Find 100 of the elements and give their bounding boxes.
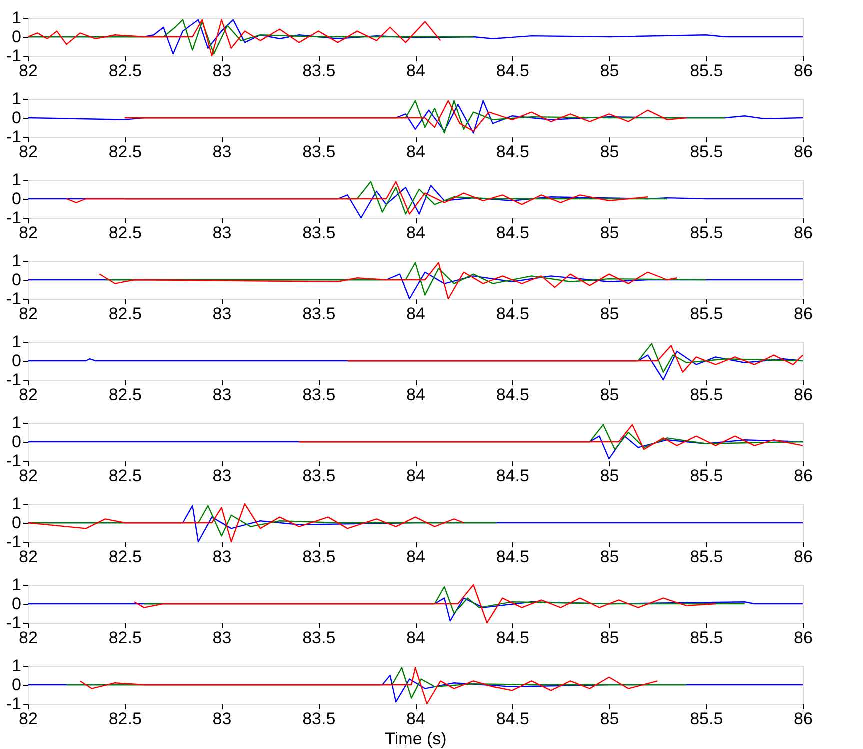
y-tick-label: -1 [6,128,22,146]
x-tick-label: 82 [19,548,38,566]
x-axis-title: Time (s) [385,730,447,748]
x-tick-label: 82 [19,386,38,404]
x-tick-label: 85.5 [690,304,724,324]
x-tick-label: 85.5 [690,224,724,242]
x-tick-label: 86 [794,628,813,648]
x-tick-label: 82.5 [108,62,142,80]
x-tick-label: 85.5 [690,62,724,80]
x-tick-label: 83 [212,548,232,566]
x-tick-label: 86 [794,224,813,242]
x-tick-label: 85 [600,224,620,242]
y-tick-label: 1 [12,332,22,352]
y-tick-label: -1 [6,452,22,470]
x-tick-label: 84.5 [496,62,530,80]
x-tick-label: 83 [212,142,232,162]
x-tick-label: 82.5 [108,628,142,648]
x-tick-label: 82.5 [108,386,142,404]
x-tick-label: 85 [600,548,620,566]
x-tick-label: 83 [212,628,232,648]
x-tick-label: 85.5 [690,386,724,404]
x-tick-label: 84 [406,628,426,648]
x-tick-label: 85.5 [690,142,724,162]
x-tick-label: 85.5 [690,548,724,566]
x-tick-label: 82 [19,710,38,728]
y-tick-label: -1 [6,290,22,308]
y-tick-label: 0 [12,28,22,46]
y-tick-label: 1 [12,252,22,270]
x-tick-label: 85 [600,710,620,728]
x-tick-label: 86 [794,548,813,566]
x-tick-label: 86 [794,466,813,486]
x-tick-label: 85 [600,386,620,404]
x-tick-label: 82 [19,304,38,324]
y-tick-label: 1 [12,90,22,108]
x-tick-label: 82 [19,62,38,80]
y-tick-label: -1 [6,694,22,714]
x-tick-label: 83.5 [302,142,336,162]
x-tick-label: 84 [406,466,426,486]
x-tick-label: 86 [794,304,813,324]
y-tick-label: 0 [12,676,22,694]
x-tick-label: 86 [794,386,813,404]
x-tick-label: 85.5 [690,710,724,728]
x-tick-label: 84 [406,62,426,80]
x-tick-label: 84.5 [496,548,530,566]
x-tick-label: 82.5 [108,710,142,728]
x-tick-label: 83.5 [302,304,336,324]
y-tick-label: -1 [6,46,22,66]
x-tick-label: 84.5 [496,142,530,162]
y-tick-label: 0 [12,514,22,532]
x-tick-label: 85 [600,466,620,486]
x-tick-label: 82 [19,466,38,486]
y-tick-label: 0 [12,432,22,452]
y-tick-label: 1 [12,170,22,190]
x-tick-label: 86 [794,62,813,80]
y-tick-label: 1 [12,8,22,28]
x-tick-label: 82 [19,142,38,162]
x-tick-label: 85 [600,142,620,162]
x-tick-label: 84 [406,142,426,162]
x-tick-label: 82.5 [108,548,142,566]
x-tick-label: 83.5 [302,466,336,486]
x-tick-label: 83.5 [302,386,336,404]
x-tick-label: 84 [406,710,426,728]
y-tick-label: -1 [6,532,22,552]
x-tick-label: 83.5 [302,548,336,566]
y-tick-label: -1 [6,208,22,228]
x-tick-label: 82 [19,224,38,242]
y-tick-label: -1 [6,370,22,390]
y-tick-label: 0 [12,108,22,128]
x-tick-label: 84.5 [496,304,530,324]
x-tick-label: 84.5 [496,224,530,242]
y-tick-label: 1 [12,494,22,514]
x-tick-label: 83 [212,386,232,404]
x-tick-label: 83 [212,466,232,486]
y-tick-label: 1 [12,656,22,676]
x-tick-label: 86 [794,142,813,162]
x-tick-label: 84 [406,224,426,242]
x-tick-label: 85 [600,62,620,80]
x-tick-label: 83 [212,710,232,728]
x-tick-label: 83 [212,62,232,80]
y-tick-label: 0 [12,352,22,370]
x-tick-label: 83.5 [302,628,336,648]
x-tick-label: 85.5 [690,628,724,648]
x-tick-label: 84.5 [496,386,530,404]
y-tick-label: 0 [12,270,22,290]
x-tick-label: 83.5 [302,710,336,728]
x-tick-label: 85.5 [690,466,724,486]
x-tick-label: 82.5 [108,224,142,242]
x-tick-label: 82.5 [108,304,142,324]
y-tick-label: 1 [12,414,22,432]
y-tick-label: -1 [6,614,22,632]
x-tick-label: 83.5 [302,224,336,242]
x-tick-label: 82.5 [108,466,142,486]
x-tick-label: 83 [212,224,232,242]
y-tick-label: 0 [12,190,22,208]
x-tick-label: 82 [19,628,38,648]
x-tick-label: 84.5 [496,628,530,648]
x-tick-label: 84.5 [496,466,530,486]
x-tick-label: 83 [212,304,232,324]
x-tick-label: 83.5 [302,62,336,80]
x-tick-label: 85 [600,304,620,324]
